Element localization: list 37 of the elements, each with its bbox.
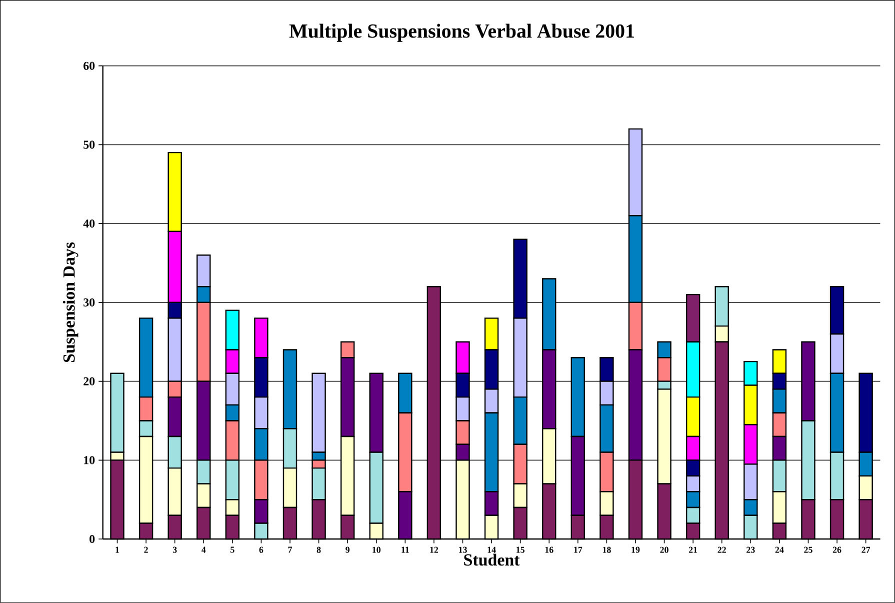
y-tick-label: 50 xyxy=(84,140,95,149)
x-tick-label: 24 xyxy=(775,546,784,553)
x-tick-label: 17 xyxy=(574,546,582,553)
x-tick-label: 25 xyxy=(804,546,812,553)
x-tick-label: 18 xyxy=(602,546,611,553)
x-tick-label: 21 xyxy=(688,546,698,553)
y-tick-label: 30 xyxy=(84,298,95,307)
x-tick-label: 13 xyxy=(458,546,467,553)
x-tick-label: 22 xyxy=(718,546,726,553)
x-tick-label: 2 xyxy=(144,546,148,553)
x-tick-label: 19 xyxy=(632,546,640,553)
x-tick-label: 23 xyxy=(746,546,755,553)
y-tick-label: 40 xyxy=(83,220,95,228)
x-tick-label: 7 xyxy=(288,546,292,553)
chart-title: Multiple Suspensions Verbal Abuse 2001 xyxy=(289,24,634,42)
y-axis-title: Suspension Days xyxy=(62,242,78,362)
x-axis-title: Student xyxy=(464,554,520,566)
x-tick-label: 11 xyxy=(402,546,409,553)
y-tick-label: 0 xyxy=(90,535,95,544)
y-tick-label: 20 xyxy=(84,377,95,386)
x-tick-label: 20 xyxy=(660,546,668,553)
y-tick-label: 10 xyxy=(84,456,95,464)
x-tick-label: 15 xyxy=(516,546,524,553)
x-tick-label: 6 xyxy=(259,546,264,553)
x-tick-label: 10 xyxy=(372,546,381,553)
x-tick-label: 9 xyxy=(346,546,350,553)
x-tick-label: 1 xyxy=(116,546,120,553)
x-tick-label: 8 xyxy=(316,546,321,553)
x-tick-label: 26 xyxy=(832,546,842,553)
x-tick-label: 3 xyxy=(172,546,177,553)
x-tick-label: 4 xyxy=(202,546,206,553)
y-tick-label: 60 xyxy=(84,62,95,70)
x-tick-label: 14 xyxy=(488,546,496,553)
x-tick-label: 12 xyxy=(430,546,438,553)
x-tick-label: 16 xyxy=(545,546,554,553)
x-tick-label: 27 xyxy=(862,546,870,553)
x-tick-label: 5 xyxy=(230,546,234,553)
